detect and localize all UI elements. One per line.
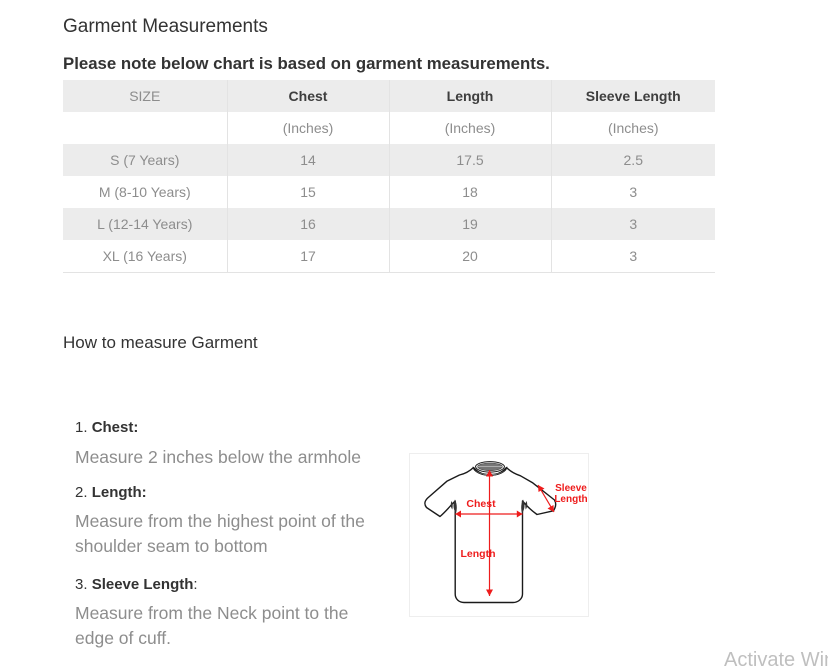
- svg-text:Sleeve: Sleeve: [555, 483, 587, 494]
- svg-text:Chest: Chest: [466, 498, 496, 510]
- svg-text:Length: Length: [554, 494, 587, 505]
- svg-text:Length: Length: [461, 548, 496, 560]
